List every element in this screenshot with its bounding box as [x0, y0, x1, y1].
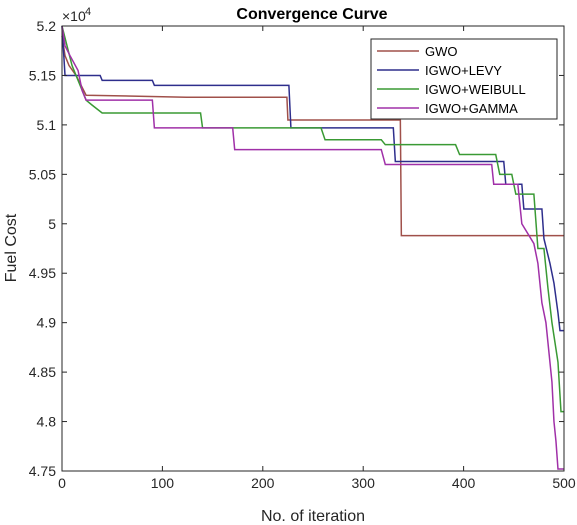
x-tick-label: 0	[58, 475, 66, 491]
legend-label: IGWO+LEVY	[425, 63, 502, 78]
y-axis-label: Fuel Cost	[3, 213, 20, 282]
y-tick-label: 5.15	[29, 67, 56, 83]
exponent-base: ×10	[62, 8, 86, 24]
y-axis-exponent: ×10 4	[62, 6, 91, 24]
series-line-igwo-levy	[61, 25, 564, 332]
y-tick-label: 4.95	[29, 265, 56, 281]
legend-label: IGWO+GAMMA	[425, 101, 518, 116]
y-tick-label: 5.2	[37, 18, 57, 34]
x-tick-label: 100	[151, 475, 175, 491]
series-line-igwo-gamma	[61, 25, 564, 470]
legend: GWO IGWO+LEVY IGWO+WEIBULL IGWO+GAMMA	[370, 38, 558, 120]
x-tick-label: 400	[452, 475, 476, 491]
legend-label: IGWO+WEIBULL	[425, 82, 526, 97]
series-line-gwo	[61, 35, 564, 237]
y-tick-label: 4.85	[29, 364, 56, 380]
x-axis-label: No. of iteration	[261, 508, 365, 525]
x-tick-label: 300	[352, 475, 376, 491]
series-line-igwo-weibull	[61, 25, 564, 413]
series-layer	[61, 25, 564, 470]
y-tick-label: 4.9	[37, 315, 57, 331]
legend-box	[370, 38, 558, 120]
x-tick-label: 500	[552, 475, 576, 491]
x-axis: 0 100 200 300 400 500	[58, 26, 576, 491]
exponent-power: 4	[85, 6, 91, 18]
y-tick-label: 4.75	[29, 463, 56, 479]
y-axis: 4.75 4.8 4.85 4.9 4.95 5 5.05 5.1 5.15 5.2	[29, 18, 564, 479]
y-tick-label: 5.05	[29, 166, 56, 182]
y-tick-label: 5.1	[37, 117, 57, 133]
legend-label: GWO	[425, 44, 458, 59]
y-tick-label: 4.8	[37, 414, 57, 430]
plot-frame	[61, 25, 565, 472]
x-tick-label: 200	[251, 475, 275, 491]
chart-title: Convergence Curve	[236, 6, 387, 23]
y-tick-label: 5	[48, 216, 56, 232]
